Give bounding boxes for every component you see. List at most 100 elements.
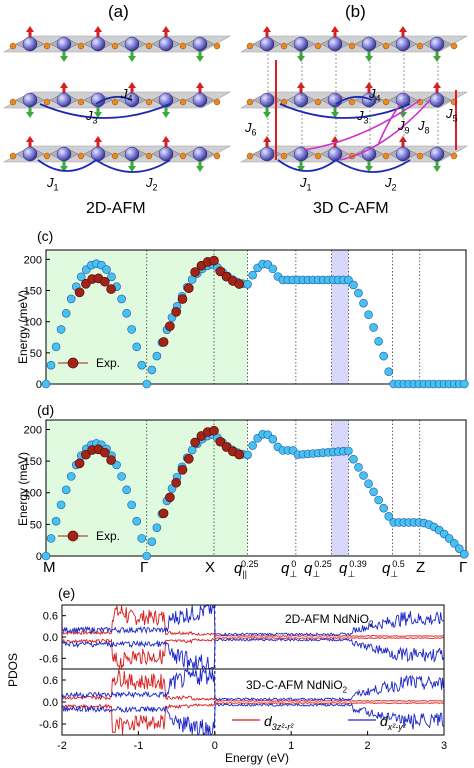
panel-a-label: (a)	[108, 2, 129, 21]
spin-arrow-head	[60, 166, 68, 172]
spin-arrow-head	[26, 136, 34, 142]
exp-point	[165, 492, 175, 503]
crystal-structure-drawing	[2, 26, 469, 173]
oxygen-atom	[213, 42, 221, 50]
spin-arrow-head	[196, 82, 204, 88]
spin-arrow-head	[365, 166, 373, 172]
chart-c-dispersion: 0 50 100 150 200 Exp.	[24, 249, 469, 391]
spin-arrow-head	[263, 112, 271, 118]
calc-point	[61, 308, 71, 318]
calc-point	[132, 516, 142, 526]
calc-point	[454, 544, 464, 553]
panel-a-caption: 2D-AFM	[86, 200, 146, 217]
pdos-legend-red: d3z²-r²	[264, 713, 294, 732]
spin-arrow-head	[297, 166, 305, 172]
calc-point	[379, 351, 388, 361]
ni-atom	[293, 36, 309, 52]
ni-atom	[90, 36, 106, 52]
calc-point	[122, 485, 131, 495]
xtick-z: Z	[416, 559, 426, 576]
ni-atom	[56, 146, 72, 162]
ni-atom	[259, 146, 275, 162]
coupling-label-j1-b: J1	[300, 175, 312, 193]
spin-arrow-head	[60, 82, 68, 88]
calc-point	[248, 270, 257, 280]
calc-point	[137, 360, 147, 370]
calc-point	[132, 342, 142, 352]
spin-arrow-head	[433, 166, 441, 172]
xtick-q-perp-0: q⊥0	[281, 559, 298, 579]
oxygen-atom	[416, 42, 424, 50]
calc-point	[102, 265, 111, 274]
spin-arrow-head	[128, 82, 136, 88]
pdos-blue-up-3d	[61, 668, 444, 702]
oxygen-atom	[348, 42, 356, 50]
plot-frame	[45, 249, 467, 385]
calc-point	[248, 441, 257, 450]
spin-arrow-head	[26, 112, 34, 118]
spin-arrow-head	[128, 166, 136, 172]
calc-point	[369, 323, 378, 332]
ytick-label: 200	[24, 424, 42, 436]
spin-arrow-head	[263, 136, 271, 142]
spin-arrow-head	[94, 112, 102, 118]
oxygen-atom	[280, 42, 288, 50]
ni-atom	[124, 36, 140, 52]
calc-point	[117, 472, 126, 481]
panel-b-label: (b)	[345, 2, 366, 21]
exp-point	[215, 436, 226, 447]
pdos-blue-up-2d	[61, 604, 444, 637]
legend-marker	[67, 357, 79, 369]
exp-point	[234, 449, 245, 460]
coupling-label-j3-a: J3	[86, 108, 98, 126]
oxygen-atom	[9, 98, 17, 106]
calc-point	[51, 342, 61, 352]
pdos-ytick-label: -0.6	[39, 653, 58, 665]
ni-atom	[429, 146, 445, 162]
exp-point	[209, 255, 219, 266]
spin-arrow-head	[433, 82, 441, 88]
ni-atom	[395, 36, 411, 52]
ni-atom	[259, 36, 275, 52]
plot-frame	[45, 419, 467, 557]
oxygen-atom	[280, 152, 288, 160]
exp-point	[165, 321, 175, 332]
oxygen-atom	[111, 98, 119, 106]
xtick-gamma-1: Γ	[140, 559, 149, 576]
pdos-xtick-label: 0	[212, 740, 218, 752]
calc-point	[152, 523, 162, 532]
panel-e-label: (e)	[58, 585, 76, 601]
ni-atom	[192, 92, 208, 108]
oxygen-atom	[246, 42, 254, 50]
calc-point	[268, 434, 278, 444]
oxygen-atom	[382, 152, 390, 160]
chart-d-dispersion: 0 50 100 150 200 Exp.	[24, 419, 469, 563]
calc-point	[374, 336, 383, 346]
pdos-blue-down-2d	[61, 637, 444, 669]
oxygen-atom	[9, 42, 17, 50]
ni-atom	[361, 92, 377, 108]
exp-point	[74, 458, 85, 469]
coupling-label-j2-a: J2	[146, 175, 158, 193]
ni-atom	[56, 36, 72, 52]
oxygen-atom	[77, 42, 85, 50]
pdos-title-top: 2D-AFM NdNiO2	[285, 612, 374, 629]
oxygen-atom	[450, 152, 458, 160]
calc-point	[66, 472, 76, 481]
spin-arrow-head	[365, 82, 373, 88]
calc-point	[142, 379, 152, 389]
oxygen-atom	[77, 152, 85, 160]
ni-atom	[429, 36, 445, 52]
ytick-label: 150	[24, 456, 42, 468]
pdos-red-up-2d	[61, 605, 444, 637]
pdos-ytick-label: -0.6	[39, 719, 58, 731]
pdos-frame	[61, 604, 445, 736]
calc-point	[384, 512, 394, 521]
coupling-arc	[335, 95, 373, 105]
spin-arrow-head	[94, 136, 102, 142]
xtick-x: X	[205, 559, 216, 576]
coupling-arc	[37, 159, 97, 172]
calc-point	[152, 351, 162, 361]
ytick-label: 100	[24, 488, 42, 500]
calc-point	[349, 280, 358, 290]
